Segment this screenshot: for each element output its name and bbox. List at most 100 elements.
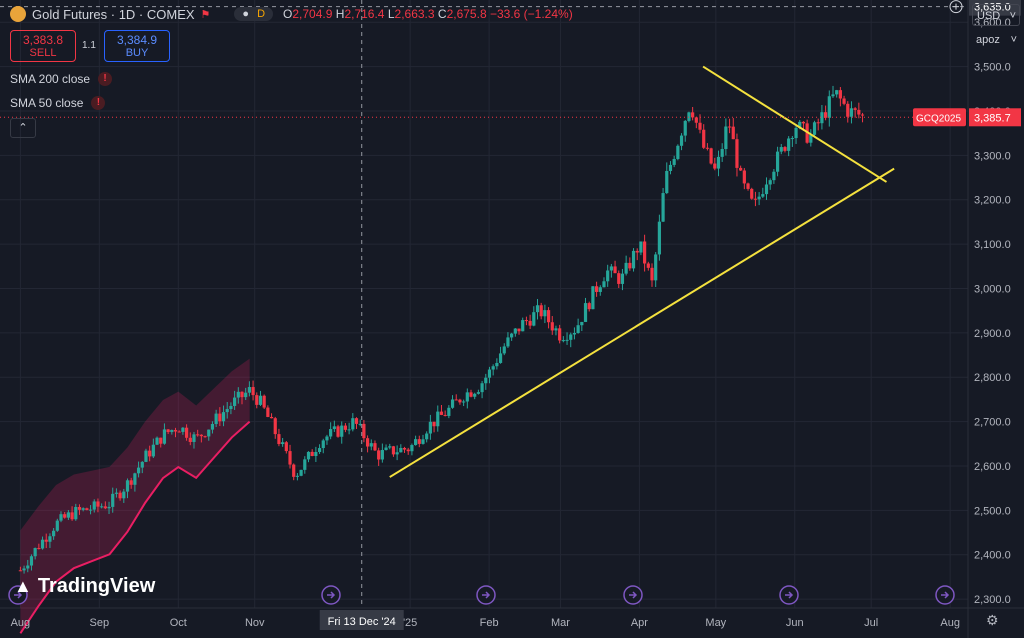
candle-body [565,339,569,341]
candle-body [543,310,547,317]
candle-body [384,447,388,451]
candle-body [812,122,817,135]
candle-body [221,412,226,422]
candle-body [709,148,713,164]
candle-body [691,112,695,118]
currency-select[interactable]: USD ˅ [972,4,1020,26]
candle-body [775,151,780,172]
tradingview-logo[interactable]: ▲ TradingView [14,575,155,598]
candle-body [835,90,839,95]
candle-body [617,273,621,284]
candle-body [779,147,783,152]
y-tick-label: 3,300.0 [974,150,1011,162]
candle-body [240,391,244,398]
candle-body [85,508,89,511]
candle-body [22,568,26,571]
indicator-sma50[interactable]: SMA 50 close ! [10,96,106,110]
sell-button[interactable]: 3,383.8 SELL [10,30,76,62]
candle-body [654,254,658,281]
candle-body [561,340,565,342]
candle-body [439,411,444,415]
warning-icon[interactable]: ! [98,72,113,86]
candle-body [591,286,595,310]
settings-gear-icon[interactable]: ⚙ [986,612,999,628]
flag-icon[interactable]: ⚑ [200,8,211,21]
candle-body [321,440,325,449]
candle-body [177,431,181,433]
candle-body [569,334,573,340]
candle-body [698,122,702,130]
candle-body [218,413,222,422]
candle-body [44,539,48,542]
chevron-down-icon: ˅ [1009,10,1016,22]
indicator-sma200[interactable]: SMA 200 close ! [10,72,113,86]
candle-body [517,328,521,332]
ohlc-readout: O2,704.9 H2,716.4 L2,663.3 C2,675.8 −33.… [283,7,573,21]
buy-button[interactable]: 3,384.9 BUY [104,30,170,62]
candle-body [377,450,381,460]
candle-body [609,266,613,271]
candle-body [465,392,469,402]
unit-select[interactable]: apoz ˅ [972,30,1020,50]
candle-body [853,108,857,110]
candle-body [103,506,107,509]
candle-body [794,127,798,139]
candle-body [129,480,133,485]
candle-body [646,263,650,268]
candle-body [428,421,432,434]
candle-body [303,459,307,470]
candle-body [48,536,52,542]
candle-body [262,395,266,408]
candle-body [255,395,259,405]
candle-body [92,501,96,510]
candle-body [214,413,218,424]
sell-price: 3,383.8 [22,33,64,47]
mode-label: D [257,8,266,20]
candle-body [417,439,421,444]
candle-body [768,180,772,185]
candle-body [735,139,739,168]
symbol-header: Gold Futures · 1D · COMEX ⚑ ● D O2,704.9… [10,6,573,22]
candle-body [244,392,248,398]
candle-body [336,426,340,437]
candle-body [277,434,281,445]
candle-body [295,475,300,477]
candle-body [491,366,495,370]
collapse-indicators-button[interactable]: ⌃ [10,118,36,138]
candle-body [827,96,831,118]
candle-body [414,439,418,446]
candle-body [148,450,152,457]
event-marker-arrow [629,591,638,599]
candle-body [502,346,506,354]
candle-body [369,443,373,447]
candle-body [380,450,384,460]
candle-body [824,112,828,118]
crosshair-date-label: Fri 13 Dec '24 [328,616,396,628]
y-tick-label: 2,600.0 [974,461,1011,473]
candle-body [81,508,85,510]
y-tick-label: 3,000.0 [974,283,1011,295]
candle-body [535,305,540,313]
chevron-down-icon: ˅ [1010,34,1017,46]
candle-body [783,147,787,151]
candle-body [233,397,237,406]
candle-body [391,446,396,455]
last-price-label: 3,385.7 [974,112,1011,124]
candle-body [37,548,41,550]
candle-body [757,196,761,200]
trendline-resistance [702,65,888,183]
chevron-up-icon: ⌃ [18,122,28,134]
candle-body [354,418,359,424]
chart-mode-toggle[interactable]: ● D [234,7,274,21]
add-alert-icon[interactable] [949,0,963,14]
candle-body [63,514,67,518]
candle-body [325,436,329,441]
warning-icon[interactable]: ! [91,96,106,110]
event-marker-arrow [785,591,794,599]
candle-body [739,167,743,171]
symbol-title[interactable]: Gold Futures · 1D · COMEX [32,6,195,22]
candle-body [687,112,691,121]
eye-icon: ● [242,8,250,20]
candle-body [498,353,503,363]
